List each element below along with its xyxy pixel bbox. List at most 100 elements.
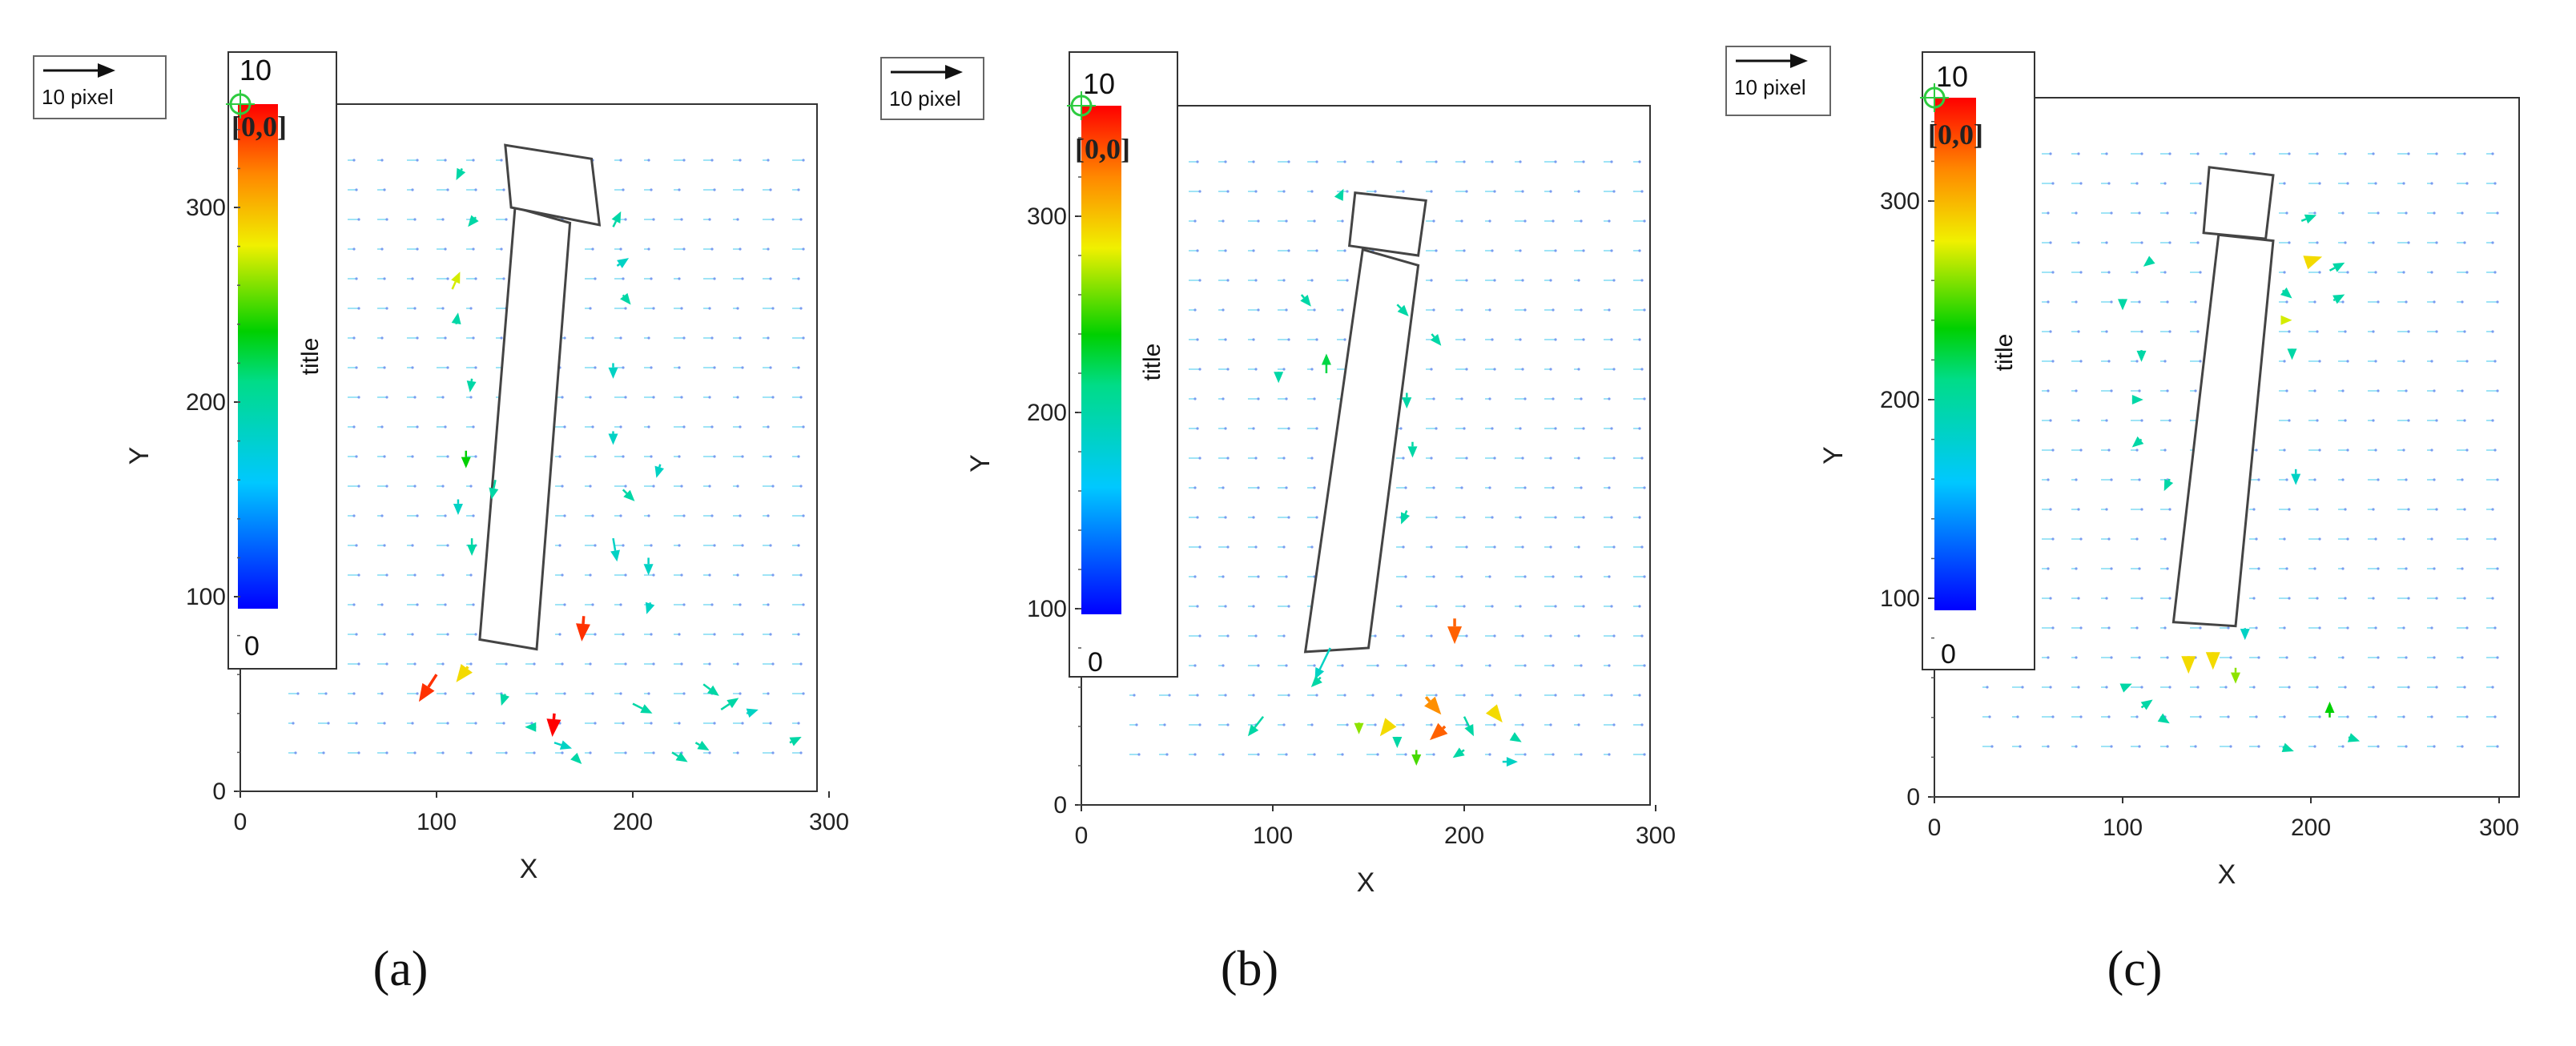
vector-head: [620, 292, 631, 305]
vector-head: [2118, 299, 2127, 311]
x-tick-label: 0: [1075, 823, 1089, 849]
vector-head: [2131, 395, 2143, 404]
panel-label: (b): [1221, 942, 1278, 996]
x-tick-label: 0: [234, 809, 248, 835]
colorbar-min-label: 0: [1941, 639, 1956, 670]
colorbar-title: title: [1991, 334, 2018, 372]
vector-head: [1430, 334, 1442, 346]
velocity-vectors: [418, 167, 802, 764]
vector-head: [1334, 188, 1344, 201]
y-tick-label: 100: [186, 584, 226, 610]
vector-head: [489, 487, 499, 500]
vector: [622, 294, 625, 297]
colorbar-title: title: [1139, 344, 1165, 381]
colorbar: [1081, 106, 1121, 614]
x-axis-label: X: [1357, 867, 1375, 898]
vector: [1254, 715, 1265, 728]
vector-head: [645, 601, 655, 614]
vector: [552, 713, 556, 720]
vector-head: [559, 740, 573, 750]
vector-head: [2136, 350, 2147, 362]
y-tick-label: 0: [212, 778, 226, 805]
vector-head: [1321, 353, 1331, 365]
vector: [1431, 333, 1435, 338]
vector-head: [2131, 436, 2144, 448]
vector-head: [1452, 747, 1465, 758]
vector-head: [1402, 397, 1412, 409]
vector-head: [2231, 672, 2240, 684]
x-axis-label: X: [520, 854, 538, 884]
vector-head: [1392, 736, 1403, 748]
vector: [1424, 696, 1431, 702]
vector-head: [1506, 757, 1518, 767]
y-axis-label: Y: [965, 454, 996, 473]
vector-head: [570, 752, 582, 764]
colorbar: [238, 104, 278, 609]
vector-head: [2332, 294, 2345, 304]
vector: [1404, 510, 1408, 515]
scale-box: [1725, 46, 1831, 116]
vector-head: [2163, 478, 2174, 492]
colorbar: [1934, 98, 1976, 610]
vector-head: [1485, 704, 1503, 723]
vector: [474, 216, 477, 219]
scale-label: 10 pixel: [1734, 75, 1806, 99]
vector-head: [2332, 262, 2345, 272]
y-tick-label: 0: [1906, 784, 1920, 811]
velocity-vectors: [2118, 214, 2361, 752]
vector-head: [2287, 348, 2297, 360]
y-axis-label: Y: [124, 447, 155, 465]
vector-head: [1407, 446, 1418, 458]
vector-head: [2303, 255, 2323, 270]
vector: [2167, 478, 2171, 481]
vector-head: [706, 685, 719, 696]
colorbar-max-label: 10: [1936, 60, 1968, 93]
vector-head: [1397, 304, 1409, 316]
vector-head: [451, 272, 461, 284]
vector-head: [461, 457, 471, 469]
vector-head: [2240, 629, 2250, 641]
vector-head: [2181, 656, 2196, 674]
vector-head: [697, 740, 710, 750]
scale-label: 10 pixel: [42, 85, 114, 109]
object-body: [1303, 247, 1420, 654]
x-tick-label: 0: [1928, 815, 1942, 841]
vector-head: [2119, 683, 2132, 693]
x-tick-label: 200: [613, 809, 653, 835]
vector: [612, 537, 617, 551]
x-tick-label: 100: [417, 809, 457, 835]
object-head: [2202, 166, 2275, 240]
vector-head: [1447, 626, 1463, 645]
scale-box: [880, 57, 984, 120]
vector: [1318, 676, 1322, 680]
vector: [702, 683, 711, 690]
vector-head: [2324, 701, 2335, 713]
y-tick-label: 200: [1880, 387, 1920, 413]
vector-head: [2304, 214, 2317, 224]
vector-head: [608, 433, 618, 445]
colorbar-min-label: 0: [244, 631, 260, 662]
colorbar-title: title: [297, 338, 324, 376]
panel-label: (a): [373, 942, 429, 996]
y-tick-label: 300: [1027, 203, 1067, 230]
y-axis-label: Y: [1818, 446, 1849, 465]
vector-head: [1310, 675, 1322, 687]
y-tick-label: 100: [1880, 585, 1920, 612]
panel-label: (c): [2107, 942, 2163, 996]
x-tick-label: 300: [2479, 815, 2519, 841]
vector-head: [576, 623, 590, 642]
vector-head: [1400, 512, 1411, 525]
vector-head: [1274, 372, 1284, 384]
vector-head: [1247, 724, 1259, 737]
vector-head: [467, 544, 477, 556]
vector-head: [1509, 732, 1522, 742]
vector-head: [1464, 724, 1474, 737]
vector-head: [623, 489, 635, 501]
vector: [671, 751, 679, 758]
vector-head: [727, 698, 739, 709]
vector-head: [610, 549, 620, 562]
vector-head: [640, 704, 653, 714]
x-tick-label: 300: [1636, 823, 1676, 849]
